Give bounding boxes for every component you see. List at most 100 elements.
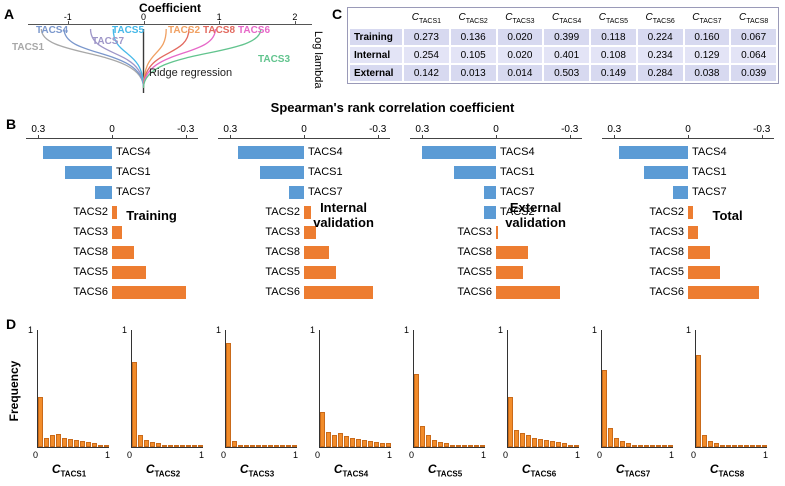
ridge-path-tacs3 xyxy=(142,28,262,89)
hist-bar xyxy=(362,439,367,447)
hist-bar xyxy=(468,445,473,447)
table-header-cell: CTACS7 xyxy=(682,8,732,29)
y-tick-label: 1 xyxy=(498,325,504,335)
category-label: TACS4 xyxy=(692,146,727,158)
ridge-path-tacs2 xyxy=(142,28,167,89)
histogram-tacs6: 1 0 1 CTACS6 xyxy=(498,325,580,482)
histogram-tacs1: 1 0 1 CTACS1 xyxy=(28,325,110,482)
category-label: TACS1 xyxy=(116,166,151,178)
category-label: TACS2 xyxy=(500,206,535,218)
hist-bar xyxy=(198,445,203,447)
hist-bar xyxy=(350,437,355,447)
category-label: TACS6 xyxy=(73,286,108,298)
category-label: TACS8 xyxy=(265,246,300,258)
hist-bar xyxy=(644,445,649,447)
hist-bar xyxy=(98,444,103,447)
chart-annotation: Training xyxy=(126,208,177,223)
hist-bar xyxy=(532,437,537,447)
table-header-cell: CTACS8 xyxy=(729,8,778,29)
hist-bar xyxy=(650,445,655,447)
x-tick-label: 0.3 xyxy=(415,124,430,135)
bar-tacs5 xyxy=(688,266,720,279)
bar-tacs7 xyxy=(94,186,112,199)
hist-bar xyxy=(56,434,61,447)
category-label: TACS6 xyxy=(457,286,492,298)
ridge-path-tacs5 xyxy=(112,28,145,89)
hist-bar xyxy=(574,444,579,447)
panel-a-title: Coefficient xyxy=(138,1,201,15)
x-tick-label: -0.3 xyxy=(369,124,387,135)
x-tick-label: 0 xyxy=(301,124,307,135)
panel-a-axis-line xyxy=(28,24,312,25)
hist-bar xyxy=(638,444,643,447)
y-tick-label: 1 xyxy=(592,325,598,335)
y-tick-label: 1 xyxy=(28,325,34,335)
panel-b-spearman-charts: Spearman's rank correlation coefficient … xyxy=(0,100,785,314)
x-tick-label: -0.3 xyxy=(753,124,771,135)
bar-tacs6 xyxy=(112,286,186,299)
histogram-x-label: CTACS2 xyxy=(145,462,181,479)
table-row: Internal 0.254 0.105 0.020 0.401 0.108 0.234 0.… xyxy=(348,45,778,65)
ridge-regression-annotation: Ridge regression xyxy=(149,67,233,79)
panel-a-x-tick-label: 2 xyxy=(292,12,298,22)
hist-bar xyxy=(356,438,361,447)
table-cell: 0.014 xyxy=(495,63,545,83)
chart-annotation: Internal validation xyxy=(313,200,374,230)
hist-bar xyxy=(480,445,485,447)
hist-bar xyxy=(168,444,173,447)
table-cell: 0.038 xyxy=(682,63,732,83)
hist-bar xyxy=(74,439,79,447)
bar-tacs3 xyxy=(688,226,698,239)
hist-bar xyxy=(702,435,707,447)
hist-bar xyxy=(520,432,525,447)
ridge-coefficient-paths xyxy=(40,28,262,93)
hist-bar xyxy=(738,445,743,447)
bar-tacs2 xyxy=(112,206,117,219)
hist-bar xyxy=(68,438,73,447)
series-label-tacs3: TACS3 xyxy=(258,54,291,65)
table-cell: 0.118 xyxy=(589,27,638,47)
table-cell: 0.142 xyxy=(402,63,451,83)
bar-tacs3 xyxy=(112,226,122,239)
panel-a-label: A xyxy=(4,6,15,22)
series-label-tacs8: TACS8 xyxy=(203,25,236,36)
hist-bar xyxy=(420,425,425,447)
x-tick-label-1: 1 xyxy=(669,450,675,460)
x-tickmark xyxy=(422,135,424,139)
hist-bar xyxy=(756,445,761,447)
histogram-x-label: CTACS4 xyxy=(333,462,369,479)
category-label: TACS2 xyxy=(73,206,108,218)
x-tick-label-1: 1 xyxy=(387,450,393,460)
table-cell: 0.149 xyxy=(589,63,638,83)
chart-annotation: External validation xyxy=(505,200,566,230)
series-label-tacs1: TACS1 xyxy=(12,42,45,53)
x-tick-label: 0 xyxy=(685,124,691,135)
hist-bar xyxy=(562,443,567,447)
hist-bar xyxy=(326,431,331,447)
panel-a-x-tick-label: -1 xyxy=(63,12,72,22)
category-label: TACS3 xyxy=(457,226,492,238)
hist-bar xyxy=(262,445,267,447)
bar-tacs6 xyxy=(304,286,373,299)
x-tick-label: -0.3 xyxy=(177,124,195,135)
x-tick-label-1: 1 xyxy=(763,450,769,460)
bar-tacs2 xyxy=(483,206,496,219)
bar-tacs2 xyxy=(304,206,312,219)
hist-bar xyxy=(292,445,297,447)
plot-area xyxy=(319,330,391,448)
coefficient-table: CTACS1 CTACS2 CTACS3 CTACS4 CTACS5 CTACS6 CTAC… xyxy=(347,7,779,84)
x-tick-label-0: 0 xyxy=(503,450,509,460)
histogram-tacs5: 1 0 1 CTACS5 xyxy=(404,325,487,482)
hist-bar xyxy=(132,362,137,447)
hist-bar xyxy=(250,445,255,447)
panel-b-label: B xyxy=(6,116,17,132)
series-label-tacs6: TACS6 xyxy=(238,25,271,36)
bar-tacs1 xyxy=(454,166,496,179)
hist-bar xyxy=(180,445,185,447)
hist-bar xyxy=(374,442,379,447)
bar-tacs1 xyxy=(259,166,304,179)
hist-bar xyxy=(550,441,555,447)
histogram-x-label: CTACS7 xyxy=(615,462,651,479)
hist-bar xyxy=(450,444,455,447)
x-tick-label-1: 1 xyxy=(481,450,487,460)
